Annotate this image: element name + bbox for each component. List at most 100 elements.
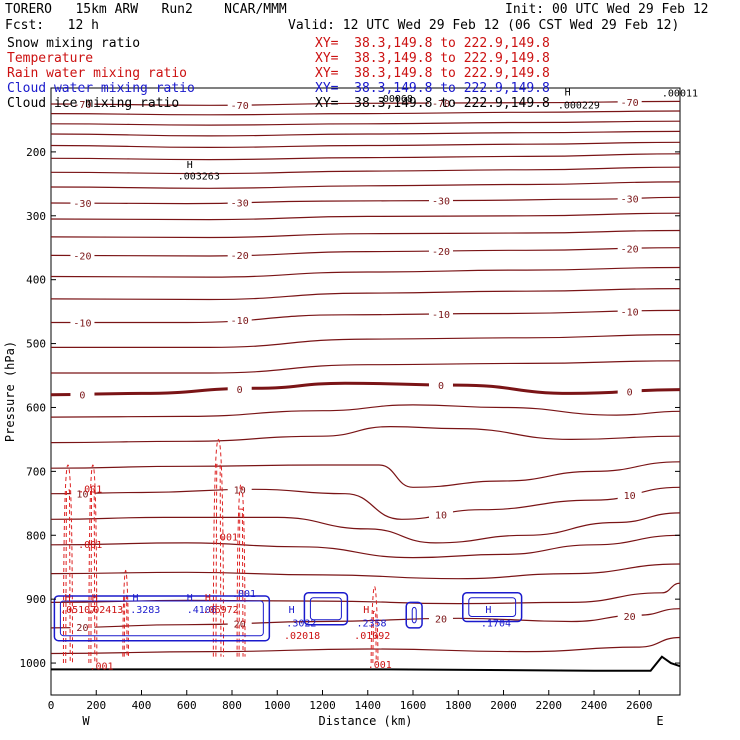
contour-annotation: .00011 [662,88,698,99]
isotherm-label-bg [70,316,95,328]
cloud-water-contour [462,592,523,623]
isotherm-line [50,534,681,559]
contour-annotation: .2358 [356,619,386,630]
isotherm-label: 0 [627,387,633,398]
cloud-water-contour [53,595,271,642]
legend-cloud-water: Cloud water mixing ratio [7,81,195,96]
isotherm-label: -20 [73,252,91,263]
rain-contour-inner [123,594,128,657]
y-tick-label: 300 [26,210,46,223]
isotherm-label-bg [428,308,453,320]
y-tick-label: 200 [26,146,46,159]
x-tick-label: 1800 [445,699,472,712]
isotherm-line [50,212,681,221]
isotherm-label-bg [617,242,642,254]
contour-annotation: .000229 [558,100,600,111]
isotherm-line [50,229,681,239]
isotherm-line [50,120,681,126]
isotherm-label-bg [428,612,453,624]
legend-cloud-ice: Cloud ice mixing ratio [7,96,180,111]
isotherm-label: 10 [435,511,447,522]
isotherm-label: -70 [231,101,249,112]
x-axis-label: Distance (km) [319,714,413,728]
isotherm-label-bg [227,98,252,110]
isotherm-label-bg [428,97,453,109]
rain-contour-inner [65,489,71,664]
x-tick-label: 0 [48,699,55,712]
isotherm-label-bg [227,249,252,261]
isotherm-line [51,334,681,349]
isotherm-label: -70 [432,99,450,110]
x-tick-label: 400 [132,699,152,712]
isotherm-line [50,166,681,175]
isotherm-line [50,582,681,605]
cloud-water-contour-inner [59,600,264,637]
contour-annotation: .001 [78,540,102,551]
isotherm-label: -30 [432,197,450,208]
legend-snow-xy: XY= 38.3,149.8 to 222.9,149.8 [315,36,550,51]
contour-annotation: .001 [78,484,102,495]
contour-annotation: .3283 [130,605,160,616]
cloud-water-contour-inner [468,597,517,618]
cloud-water-contour [405,601,423,629]
isotherm-label-bg [70,388,95,400]
isotherm-line [50,461,681,488]
y-axis-label: Pressure (hPa) [3,341,17,442]
isotherm-label: -10 [621,307,639,318]
contour-annotation: .4106 [187,605,217,616]
isotherm-line [50,141,681,149]
legend-temperature: Temperature [7,51,94,66]
contour-annotation: H [565,88,571,99]
isotherm-label: 10 [76,489,88,500]
isotherm-label-bg [70,621,95,633]
cloud-water-contour [303,592,349,626]
rain-contour [370,585,379,664]
isotherm-line [50,636,681,655]
isotherm-line [50,404,681,418]
contour-annotation: H [187,160,193,171]
isotherm-label-bg [617,610,642,622]
isotherm-line [50,153,681,161]
isotherm-label: 0 [79,390,85,401]
isotherm-label: 20 [435,615,447,626]
x-tick-label: 2000 [490,699,517,712]
isotherm-line [50,100,681,106]
isotherm-label-bg [428,244,453,256]
isotherm-label-bg [617,95,642,107]
isotherm-label: -20 [621,245,639,256]
x-tick-label: 600 [177,699,197,712]
isotherm-line [50,512,681,544]
isotherm-label-bg [227,382,252,394]
plot-frame [50,87,681,696]
isotherm-label: -30 [621,194,639,205]
y-tick-label: 600 [26,401,46,414]
x-tick-label: 1000 [264,699,291,712]
legend-cloud-water-xy: XY= 38.3,149.8 to 222.9,149.8 [315,81,550,96]
contour-annotation: .1704 [481,619,511,630]
isotherm-label-bg [617,192,642,204]
isotherm-label-bg [227,196,252,208]
legend-temperature-xy: XY= 38.3,149.8 to 222.9,149.8 [315,51,550,66]
x-tick-label: 800 [222,699,242,712]
y-tick-label: 800 [26,529,46,542]
y-tick-label: 500 [26,338,46,351]
rain-contour [236,483,246,657]
y-tick-label: 700 [26,465,46,478]
isotherm-label-bg [70,98,95,110]
contour-annotation: H [92,593,98,604]
isotherm-line [50,563,681,580]
isotherm-label-bg [227,617,252,629]
isotherm-label: -20 [231,251,249,262]
rain-contour [122,569,129,657]
isotherm-label: 20 [624,612,636,623]
rain-contour-inner [238,508,244,657]
isotherm-label-bg [617,385,642,397]
contour-annotation: .001 [368,660,392,671]
east-label: E [656,714,663,728]
isotherm-label: -70 [73,100,91,111]
isotherm-label: -10 [73,318,91,329]
isotherm-line [50,425,681,444]
model-title: TORERO 15km ARW Run2 NCAR/MMM [5,2,287,17]
forecast-hour: Fcst: 12 h [5,18,99,33]
